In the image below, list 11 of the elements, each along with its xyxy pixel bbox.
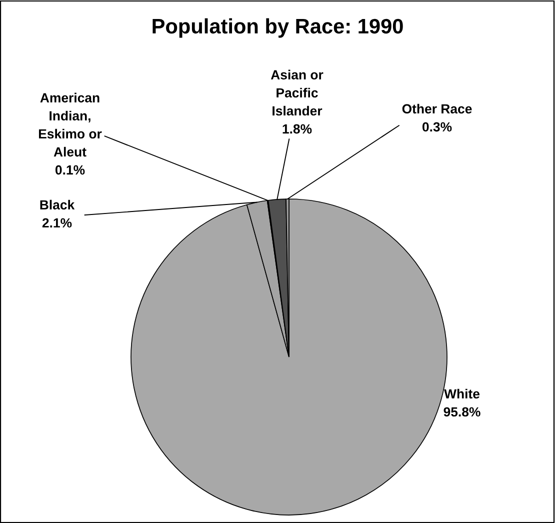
slice-label: Asian or Pacific Islander (270, 70, 324, 116)
data-label: 95.8% (444, 407, 480, 417)
slice-label: Other Race (402, 104, 472, 114)
data-label: 2.1% (42, 218, 72, 228)
data-label: 1.8% (282, 124, 312, 134)
data-label: 0.1% (55, 165, 85, 175)
slice-label: White (444, 388, 480, 399)
chart-title: Population by Race: 1990 (152, 18, 403, 38)
slice-label: American Indian, Eskimo or Aleut (38, 92, 102, 157)
slice-label: Black (40, 200, 75, 210)
data-label: 0.3% (422, 122, 452, 132)
